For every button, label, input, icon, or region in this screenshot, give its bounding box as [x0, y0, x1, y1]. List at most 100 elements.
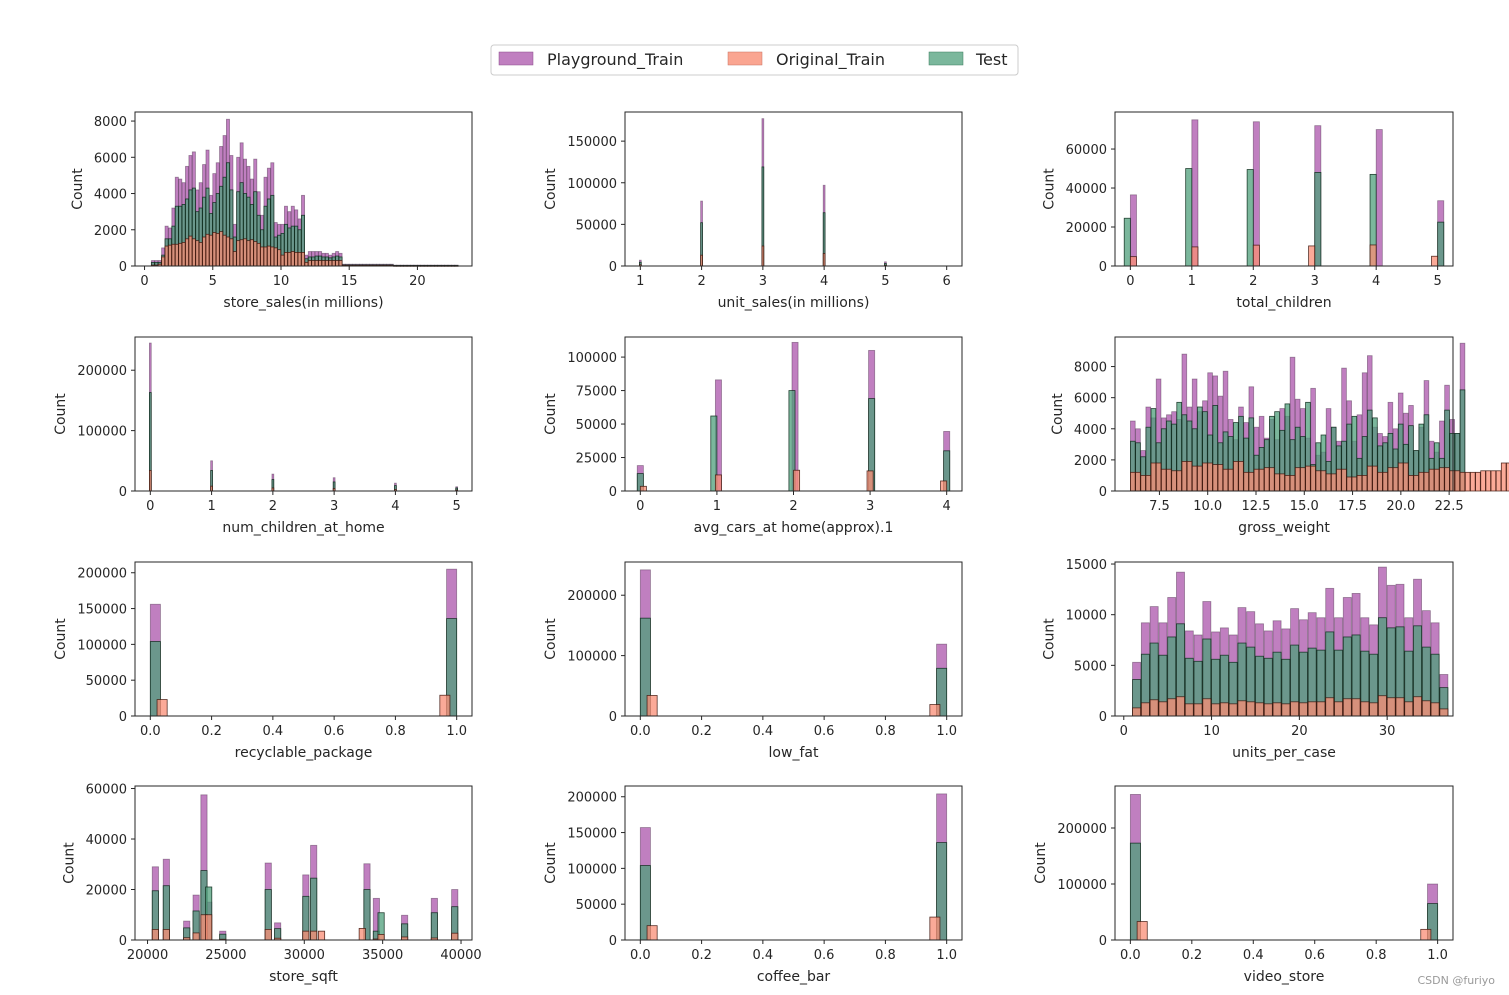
y-axis-label: Count — [1033, 842, 1049, 884]
bar-original-train — [1184, 703, 1194, 717]
x-tick-label: 1.0 — [936, 724, 957, 739]
x-axis: 0 5 10 15 20 store_sales(in millions) — [140, 266, 426, 311]
bar-original-train — [174, 243, 179, 267]
y-axis-label: Count — [53, 393, 69, 435]
bar-original-train — [1129, 256, 1137, 267]
bar-original-train — [1431, 255, 1439, 267]
bar-original-train — [1140, 702, 1150, 717]
bar-original-train — [191, 238, 196, 267]
bar-test — [1185, 168, 1193, 267]
bar-original-train — [324, 260, 329, 267]
axes-frame — [1114, 561, 1454, 717]
bar-original-train — [1219, 702, 1229, 717]
bar-original-train — [1336, 468, 1342, 492]
bar-original-train — [1274, 473, 1280, 492]
x-axis-label: video_store — [1244, 969, 1325, 985]
bar-original-train — [301, 252, 305, 267]
bar-original-train — [1158, 701, 1168, 717]
y-axis: 0 50000 100000 150000 Count — [543, 135, 625, 275]
plot-area — [135, 562, 472, 716]
bar-original-train — [1136, 921, 1148, 941]
bar-original-train — [1228, 703, 1238, 717]
x-tick-label: 15 — [341, 274, 358, 289]
bar-original-train — [1130, 471, 1136, 492]
bar-original-train — [243, 238, 248, 267]
x-tick-label: 2 — [697, 274, 705, 289]
bar-original-train — [1413, 475, 1419, 492]
bar-original-train — [304, 261, 309, 267]
y-axis-label: Count — [1042, 168, 1058, 210]
bar-original-train — [321, 260, 326, 267]
bar-original-train — [1237, 700, 1247, 717]
bar-original-train — [1439, 708, 1449, 717]
bar-original-train — [226, 236, 230, 267]
bar-original-train — [314, 260, 319, 267]
y-tick-label: 50000 — [86, 674, 127, 689]
bar-original-train — [185, 238, 190, 267]
y-axis-label: Count — [543, 618, 559, 660]
bar-original-train — [1289, 475, 1296, 492]
y-axis: 0 50000 100000 150000 200000 Count — [53, 567, 135, 725]
bar-original-train — [761, 245, 765, 267]
bar-original-train — [1300, 467, 1306, 492]
y-axis: 0 2000 4000 6000 8000 Count — [70, 115, 135, 275]
plot-area — [1115, 112, 1453, 266]
bar-original-train — [156, 699, 168, 717]
axes-frame — [624, 111, 963, 267]
x-tick-label: 0.8 — [385, 724, 406, 739]
bar-original-train — [311, 260, 316, 267]
bar-original-train — [1150, 462, 1157, 492]
bar-original-train — [1255, 702, 1264, 717]
y-tick-label: 0 — [119, 934, 127, 949]
x-tick-label: 0.0 — [140, 724, 161, 739]
bar-original-train — [171, 243, 176, 267]
y-tick-label: 0 — [609, 710, 617, 725]
bar-original-train — [210, 485, 213, 492]
bar-original-train — [335, 260, 340, 267]
bar-original-train — [260, 246, 265, 267]
x-tick-label: 30000 — [284, 948, 325, 963]
bar-test — [1123, 217, 1131, 267]
bar-playground-train — [1252, 121, 1260, 267]
y-tick-label: 8000 — [1074, 361, 1107, 376]
y-tick-label: 150000 — [567, 135, 617, 150]
bar-original-train — [1176, 470, 1182, 492]
y-tick-label: 0 — [119, 260, 127, 275]
x-axis: 0.0 0.2 0.4 0.6 0.8 1.0 low_fat — [630, 716, 957, 761]
bar-original-train — [1310, 465, 1316, 492]
bar-original-train — [1308, 245, 1316, 267]
bar-original-train — [256, 242, 261, 267]
axes-frame — [134, 336, 473, 492]
y-tick-label: 50000 — [576, 898, 617, 913]
bar-original-train — [264, 929, 272, 941]
bar-original-train — [205, 914, 213, 941]
bar-original-train — [263, 246, 268, 267]
y-axis-label: Count — [1042, 618, 1058, 660]
bar-original-train — [290, 251, 295, 267]
y-axis-label: Count — [543, 842, 559, 884]
x-tick-label: 40000 — [440, 948, 481, 963]
x-tick-label: 35000 — [362, 948, 403, 963]
bar-original-train — [1369, 702, 1379, 717]
bars — [1132, 566, 1449, 717]
x-tick-label: 1.0 — [446, 724, 467, 739]
bar-original-train — [151, 929, 159, 941]
subplot-coffee-bar: 0.0 0.2 0.4 0.6 0.8 1.0 coffee_bar 0 50000 100000… — [543, 785, 963, 985]
bar-original-train — [1377, 471, 1383, 492]
bar-original-train — [1140, 475, 1146, 492]
bar-original-train — [1207, 462, 1213, 492]
legend-swatch-test — [928, 51, 964, 66]
bar-original-train — [1279, 473, 1285, 492]
y-tick-label: 100000 — [567, 351, 617, 366]
x-tick-label: 0.6 — [814, 948, 835, 963]
bar-original-train — [1155, 462, 1162, 492]
y-tick-label: 0 — [609, 934, 617, 949]
bar-original-train — [1495, 470, 1502, 492]
y-axis: 0 20000 40000 60000 Count — [62, 783, 135, 949]
x-tick-label: 3 — [759, 274, 767, 289]
bar-original-train — [1475, 471, 1481, 492]
bar-original-train — [1433, 468, 1440, 492]
x-axis-label: recyclable_package — [235, 745, 373, 761]
y-tick-label: 50000 — [576, 418, 617, 433]
